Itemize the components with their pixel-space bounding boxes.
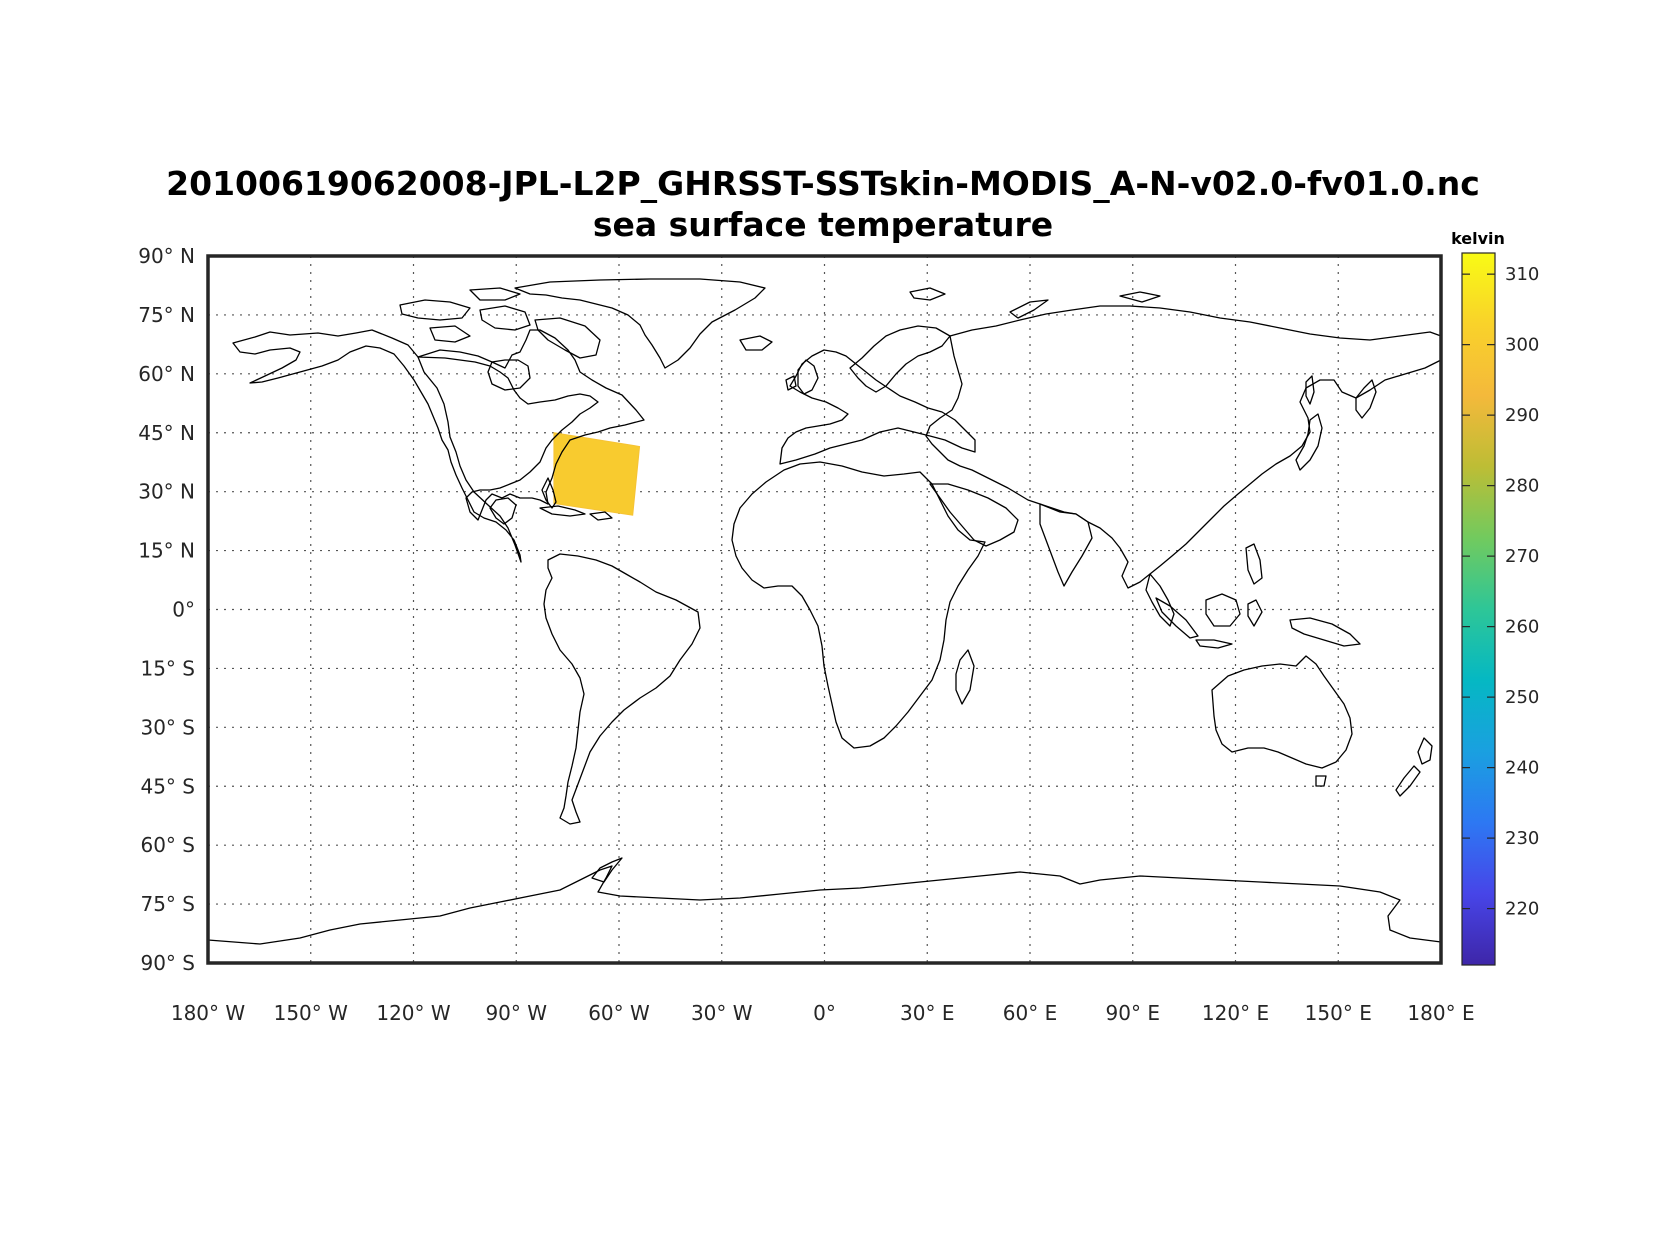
coastline-tasmania <box>1315 775 1327 787</box>
longitude-tick-label: 30° W <box>691 1001 753 1025</box>
colorbar-ticks: 220 230 240 250 260 270 280 290 300 310 <box>1462 264 1539 920</box>
coastline-antarctic-peninsula <box>591 857 623 883</box>
coastline-baffin <box>534 317 601 359</box>
longitude-tick-label: 180° W <box>171 1001 246 1025</box>
coastline-java <box>1195 639 1233 649</box>
coastline-kamchatka <box>1355 379 1377 419</box>
longitude-tick-label: 60° E <box>1003 1001 1057 1025</box>
coastline-yucatan <box>489 497 517 525</box>
coastline-greenland <box>514 278 766 369</box>
longitude-tick-label: 150° W <box>274 1001 349 1025</box>
sst-swath <box>553 432 641 516</box>
coastline-layer <box>207 278 1442 964</box>
coastline-arctic-islands-3 <box>429 325 471 343</box>
coastline-north-america-east <box>417 329 645 521</box>
latitude-tick-label: 90° S <box>140 951 195 975</box>
coastline-new-zealand-north <box>1417 737 1433 765</box>
latitude-tick-label: 45° S <box>140 774 195 798</box>
sst-swath-layer <box>553 432 641 516</box>
colorbar-tick-label: 250 <box>1505 687 1539 708</box>
latitude-tick-label: 15° N <box>138 539 195 563</box>
coastline-north-america <box>232 329 522 563</box>
latitude-tick-label: 45° N <box>138 421 195 445</box>
colorbar-tick-label: 310 <box>1505 264 1539 285</box>
colorbar-tick-label: 270 <box>1505 546 1539 567</box>
coastline-ireland <box>785 375 797 391</box>
colorbar-tick-label: 220 <box>1505 899 1539 920</box>
title-line-2: sea surface temperature <box>593 205 1053 244</box>
colorbar-tick-label: 260 <box>1505 617 1539 638</box>
coastline-japan <box>1295 413 1323 471</box>
coastline-borneo <box>1205 593 1241 627</box>
latitude-tick-label: 30° N <box>138 480 195 504</box>
coastline-antarctica <box>207 865 1442 964</box>
longitude-tick-label: 90° W <box>485 1001 547 1025</box>
colorbar-gradient <box>1461 252 1496 966</box>
coastline-arctic-islands-4 <box>469 287 521 301</box>
longitude-tick-label: 120° W <box>376 1001 451 1025</box>
coastline-arabia <box>929 483 1019 547</box>
coastline-scandinavia <box>849 325 951 393</box>
coastline-arctic-islands-1 <box>399 299 471 321</box>
coastline-indochina <box>1145 573 1175 627</box>
coastline-severnaya <box>1119 291 1161 303</box>
coastline-florida <box>541 477 557 509</box>
coastline-new-zealand-south <box>1395 765 1421 797</box>
coastline-iceland <box>739 335 773 351</box>
coastline-hudson-bay <box>487 359 531 391</box>
coastline-madagascar <box>955 649 975 705</box>
longitude-tick-label: 0° <box>813 1001 836 1025</box>
coastline-south-america <box>543 553 701 825</box>
colorbar-tick-label: 300 <box>1505 335 1539 356</box>
colorbar-tick-label: 290 <box>1505 405 1539 426</box>
colorbar-tick-label: 280 <box>1505 476 1539 497</box>
coastline-asia <box>925 305 1442 589</box>
map-frame <box>206 254 1443 965</box>
longitude-tick-label: 90° E <box>1106 1001 1160 1025</box>
coastline-sakhalin <box>1305 375 1315 405</box>
coastline-sumatra <box>1155 597 1199 639</box>
longitude-tick-label: 30° E <box>900 1001 954 1025</box>
coastline-europe <box>779 349 976 465</box>
axis-tick-labels: 180° W 150° W 120° W 90° W 60° W 30° W 0° 30° E… <box>138 244 1474 1025</box>
latitude-tick-label: 75° N <box>138 303 195 327</box>
colorbar-units-label: kelvin <box>1451 229 1505 248</box>
coastline-uk <box>797 359 819 395</box>
coastline-new-guinea <box>1289 617 1361 647</box>
longitude-tick-label: 60° W <box>588 1001 650 1025</box>
colorbar-tick-label: 240 <box>1505 758 1539 779</box>
latitude-tick-label: 90° N <box>138 244 195 268</box>
coastline-sulawesi <box>1247 599 1263 627</box>
coastline-svalbard <box>909 287 946 301</box>
coastline-philippines <box>1245 543 1263 585</box>
latitude-tick-label: 0° <box>172 598 195 622</box>
latitude-tick-label: 75° S <box>140 892 195 916</box>
latitude-tick-label: 15° S <box>140 656 195 680</box>
latitude-tick-label: 60° S <box>140 833 195 857</box>
latitude-tick-label: 60° N <box>138 362 195 386</box>
coastline-india <box>1039 503 1093 587</box>
coastline-australia <box>1211 655 1353 769</box>
map-plot-area <box>206 254 1443 965</box>
longitude-tick-label: 180° E <box>1407 1001 1474 1025</box>
colorbar: kelvin 220 230 240 250 260 270 280 290 300 310 <box>1451 229 1539 966</box>
coastline-cuba <box>539 505 586 517</box>
longitude-tick-label: 120° E <box>1202 1001 1269 1025</box>
coastline-hispaniola <box>589 511 613 521</box>
longitude-tick-label: 150° E <box>1305 1001 1372 1025</box>
title-line-1: 20100619062008-JPL-L2P_GHRSST-SSTskin-MO… <box>166 164 1480 203</box>
coastline-arctic-islands-2 <box>479 305 531 331</box>
coastline-novaya-zemlya <box>1009 299 1049 319</box>
colorbar-tick-label: 230 <box>1505 828 1539 849</box>
latitude-tick-label: 30° S <box>140 715 195 739</box>
